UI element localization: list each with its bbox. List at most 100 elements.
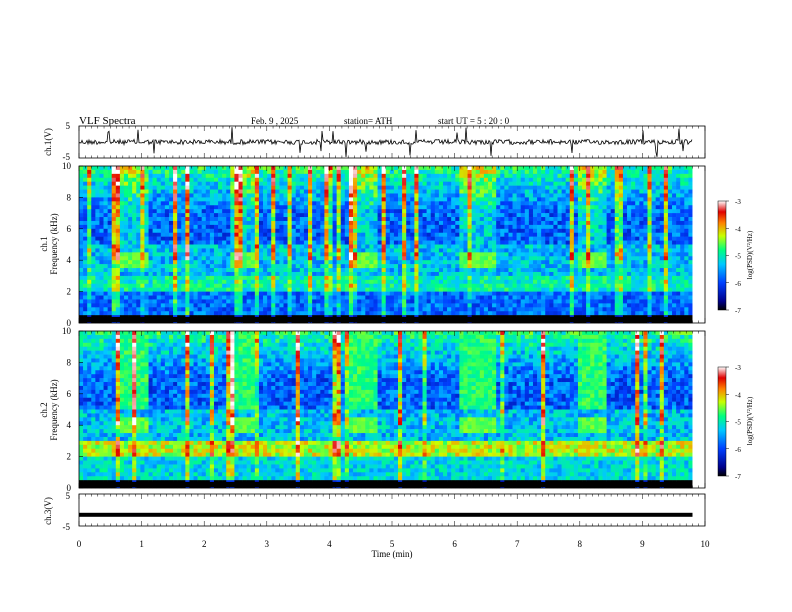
spectrogram-cell — [373, 193, 378, 198]
spectrogram-cell — [258, 169, 264, 175]
spectrogram-cell — [283, 177, 288, 182]
spectrogram-cell — [340, 268, 346, 273]
spectrogram-cell — [369, 252, 374, 257]
spectrogram-cell — [393, 189, 399, 194]
spectrogram-cell — [393, 166, 399, 171]
spectrogram-cell — [234, 173, 239, 179]
spectrogram-cell — [193, 213, 198, 218]
spectrogram-cell — [500, 248, 505, 253]
spectrogram-cell — [504, 291, 509, 296]
spectrogram-cell — [238, 189, 243, 194]
spectrogram-cell — [226, 169, 231, 175]
spectrogram-cell — [500, 166, 505, 171]
spectrogram-cell — [99, 252, 104, 257]
spectrogram-cell — [496, 295, 501, 300]
spectrogram-cell — [455, 248, 460, 253]
spectrogram-cell — [398, 173, 403, 179]
spectrogram-cell — [582, 177, 587, 182]
spectrogram-cell — [532, 236, 538, 241]
spectrogram-cell — [312, 283, 317, 288]
spectrogram-cell — [291, 166, 297, 171]
spectrogram-cell — [463, 197, 468, 202]
spectrogram-cell — [426, 307, 432, 312]
spectrogram-cell — [475, 248, 481, 253]
spectrogram-cell — [279, 236, 284, 241]
spectrogram-cell — [230, 287, 235, 292]
spectrogram-cell — [528, 228, 534, 234]
spectrogram-cell — [336, 169, 342, 175]
spectrogram-cell — [164, 291, 170, 296]
spectrogram-cell — [136, 283, 141, 288]
spectrogram-cell — [389, 248, 395, 253]
spectrogram-cell — [422, 256, 427, 261]
spectrogram-cell — [369, 224, 374, 230]
spectrogram-cell — [365, 275, 370, 281]
spectrogram-cell — [111, 240, 117, 245]
spectrogram-cell — [177, 228, 182, 234]
spectrogram-cell — [357, 275, 362, 281]
spectrogram-cell — [438, 220, 444, 226]
spectrogram-cell — [213, 201, 219, 206]
spectrogram-cell — [295, 224, 301, 230]
spectrogram-cell — [348, 271, 354, 277]
spectrogram-cell — [328, 166, 333, 171]
spectrogram-cell — [254, 287, 260, 292]
spectrogram-cell — [140, 283, 145, 288]
spectrogram-cell — [504, 299, 509, 304]
spectrogram-cell — [132, 177, 137, 182]
spectrogram-cell — [471, 279, 477, 285]
spectrogram-cell — [279, 260, 284, 265]
spectrogram-cell — [512, 169, 517, 175]
spectrogram-cell — [512, 279, 517, 285]
spectrogram-cell — [258, 228, 264, 234]
spectrogram-cell — [324, 260, 329, 265]
spectrogram-cell — [197, 244, 202, 249]
spectrogram-cell — [336, 173, 342, 179]
spectrogram-cell — [156, 220, 162, 226]
spectrogram-cell — [524, 271, 530, 277]
spectrogram-cell — [336, 299, 342, 304]
spectrogram-cell — [524, 166, 530, 171]
spectrogram-cell — [201, 193, 207, 198]
spectrogram-cell — [222, 224, 227, 230]
spectrogram-cell — [95, 311, 100, 316]
spectrogram-cell — [336, 205, 342, 210]
spectrogram-cell — [406, 307, 411, 312]
spectrogram-cell — [553, 189, 558, 194]
spectrogram-cell — [434, 217, 440, 222]
spectrogram-cell — [303, 275, 309, 281]
spectrogram-cell — [271, 271, 276, 277]
spectrogram-cell — [381, 268, 387, 273]
spectrogram-cell — [242, 185, 247, 190]
spectrogram-cell — [344, 299, 350, 304]
spectrogram-cell — [209, 244, 215, 249]
spectrogram-cell — [483, 185, 489, 190]
spectrogram-cell — [508, 291, 513, 296]
spectrogram-cell — [479, 287, 485, 292]
spectrogram-cell — [385, 299, 391, 304]
spectrogram-cell — [234, 299, 239, 304]
spectrogram-cell — [471, 177, 477, 182]
spectrogram-cell — [144, 248, 149, 253]
spectrogram-cell — [144, 256, 149, 261]
spectrogram-cell — [254, 311, 260, 316]
spectrogram-cell — [320, 303, 325, 308]
spectrogram-cell — [140, 244, 145, 249]
spectrogram-cell — [353, 166, 358, 171]
spectrogram-cell — [95, 213, 100, 218]
spectrogram-cell — [299, 291, 305, 296]
spectrogram-cell — [107, 166, 113, 171]
spectrogram-cell — [136, 260, 141, 265]
spectrogram-cell — [148, 177, 153, 182]
spectrogram-cell — [373, 248, 378, 253]
spectrogram-cell — [483, 169, 489, 175]
spectrogram-cell — [373, 279, 378, 285]
spectrogram-cell — [545, 236, 550, 241]
spectrogram-cell — [320, 189, 325, 194]
spectrogram-cell — [524, 256, 530, 261]
spectrogram-cell — [549, 303, 554, 308]
spectrogram-cell — [291, 303, 297, 308]
spectrogram-cell — [209, 299, 215, 304]
spectrogram-cell — [295, 240, 301, 245]
spectrogram-cell — [336, 291, 342, 296]
